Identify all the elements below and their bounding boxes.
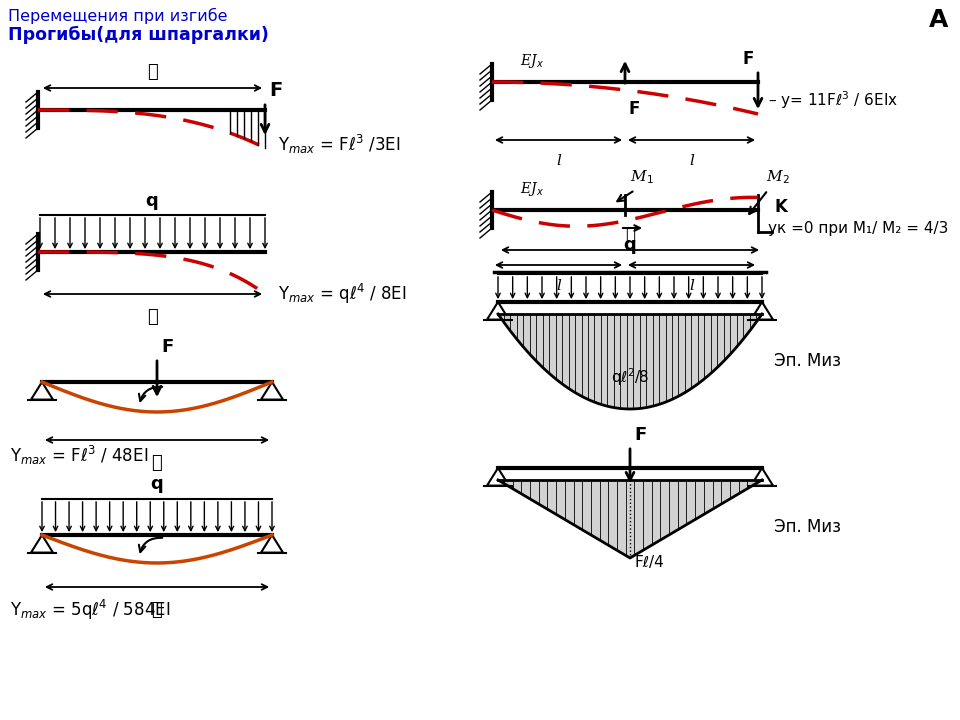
Text: ук =0 при M₁/ M₂ = 4/3: ук =0 при M₁/ M₂ = 4/3	[768, 220, 948, 235]
Text: F: F	[161, 338, 173, 356]
Text: q: q	[151, 475, 163, 493]
Text: qℓ$^2$/8: qℓ$^2$/8	[611, 366, 649, 388]
Text: – у= 11Fℓ$^3$ / 6EIx: – у= 11Fℓ$^3$ / 6EIx	[768, 89, 899, 111]
Text: l: l	[556, 279, 561, 293]
Text: F: F	[628, 100, 639, 118]
Text: А: А	[928, 8, 948, 32]
Text: q: q	[145, 192, 157, 210]
Text: ℓ: ℓ	[152, 601, 162, 619]
Text: ℓ: ℓ	[147, 63, 157, 81]
Text: l: l	[689, 154, 694, 168]
Text: l: l	[556, 154, 561, 168]
Text: Y$_{max}$ = qℓ$^4$ / 8EI: Y$_{max}$ = qℓ$^4$ / 8EI	[278, 282, 407, 306]
Text: Y$_{max}$ = Fℓ$^3$ / 48EI: Y$_{max}$ = Fℓ$^3$ / 48EI	[10, 444, 148, 467]
Text: M$_2$: M$_2$	[766, 168, 790, 186]
Text: ℓ: ℓ	[625, 226, 635, 243]
Text: Эп. Миз: Эп. Миз	[774, 518, 841, 536]
Text: Перемещения при изгибе: Перемещения при изгибе	[8, 8, 228, 24]
Text: F: F	[634, 426, 646, 444]
Text: F: F	[269, 81, 282, 100]
Polygon shape	[498, 480, 762, 558]
Text: EJ$_x$: EJ$_x$	[520, 180, 544, 198]
Text: F: F	[743, 50, 754, 68]
Text: ℓ: ℓ	[152, 454, 162, 472]
Text: Fℓ/4: Fℓ/4	[635, 555, 664, 570]
Text: Y$_{max}$ = 5qℓ$^4$ / 584EI: Y$_{max}$ = 5qℓ$^4$ / 584EI	[10, 598, 171, 622]
Text: Y$_{max}$ = Fℓ$^3$ /3EI: Y$_{max}$ = Fℓ$^3$ /3EI	[278, 132, 400, 156]
Text: M$_1$: M$_1$	[630, 168, 654, 186]
Text: l: l	[689, 279, 694, 293]
Text: EJ$_x$: EJ$_x$	[520, 52, 544, 70]
Text: K: K	[774, 198, 787, 216]
Text: ℓ: ℓ	[147, 308, 157, 326]
Text: Прогибы(для шпаргалки): Прогибы(для шпаргалки)	[8, 26, 269, 44]
Text: Эп. Миз: Эп. Миз	[774, 353, 841, 371]
Text: q: q	[624, 236, 636, 254]
